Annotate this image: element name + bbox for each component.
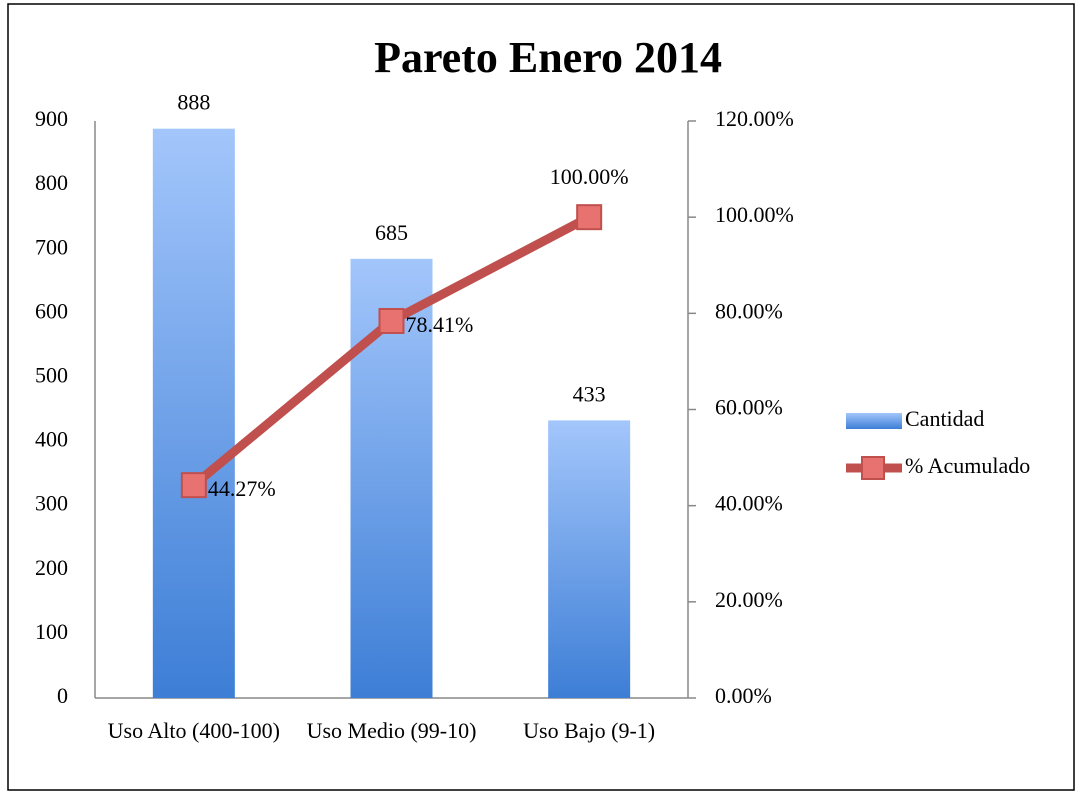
data-label: 44.27% xyxy=(208,476,276,501)
y2-tick-label: 120.00% xyxy=(715,106,794,131)
y-tick-label: 100 xyxy=(35,619,68,644)
y-tick-label: 600 xyxy=(35,298,68,323)
legend-swatch xyxy=(846,413,902,429)
y2-tick-label: 80.00% xyxy=(715,298,783,323)
marker xyxy=(576,204,603,231)
y-tick-label: 500 xyxy=(35,362,68,387)
y-tick-label: 700 xyxy=(35,234,68,259)
x-tick-label: Uso Bajo (9-1) xyxy=(523,718,656,743)
y-tick-label: 900 xyxy=(35,106,68,131)
legend-marker xyxy=(861,456,885,480)
y2-tick-label: 0.00% xyxy=(715,683,772,708)
marker xyxy=(378,307,405,334)
y-tick-label: 800 xyxy=(35,170,68,195)
data-label: 433 xyxy=(573,381,606,406)
bar xyxy=(548,420,631,698)
y2-tick-label: 40.00% xyxy=(715,491,783,516)
y-tick-label: 200 xyxy=(35,555,68,580)
legend-label: Cantidad xyxy=(905,406,984,431)
marker xyxy=(180,472,207,499)
legend-label: % Acumulado xyxy=(905,453,1030,478)
y-tick-label: 0 xyxy=(57,683,68,708)
chart-title: Pareto Enero 2014 xyxy=(374,33,722,82)
x-tick-label: Uso Alto (400-100) xyxy=(107,718,280,743)
bar xyxy=(152,128,235,698)
data-label: 685 xyxy=(375,220,408,245)
x-tick-label: Uso Medio (99-10) xyxy=(306,718,477,743)
data-label: 78.41% xyxy=(406,312,474,337)
y-tick-label: 300 xyxy=(35,491,68,516)
y-tick-label: 400 xyxy=(35,427,68,452)
y2-tick-label: 100.00% xyxy=(715,202,794,227)
data-label: 100.00% xyxy=(550,164,629,189)
chart-border xyxy=(7,3,1075,791)
y2-tick-label: 20.00% xyxy=(715,587,783,612)
y2-tick-label: 60.00% xyxy=(715,395,783,420)
data-label: 888 xyxy=(177,90,210,115)
